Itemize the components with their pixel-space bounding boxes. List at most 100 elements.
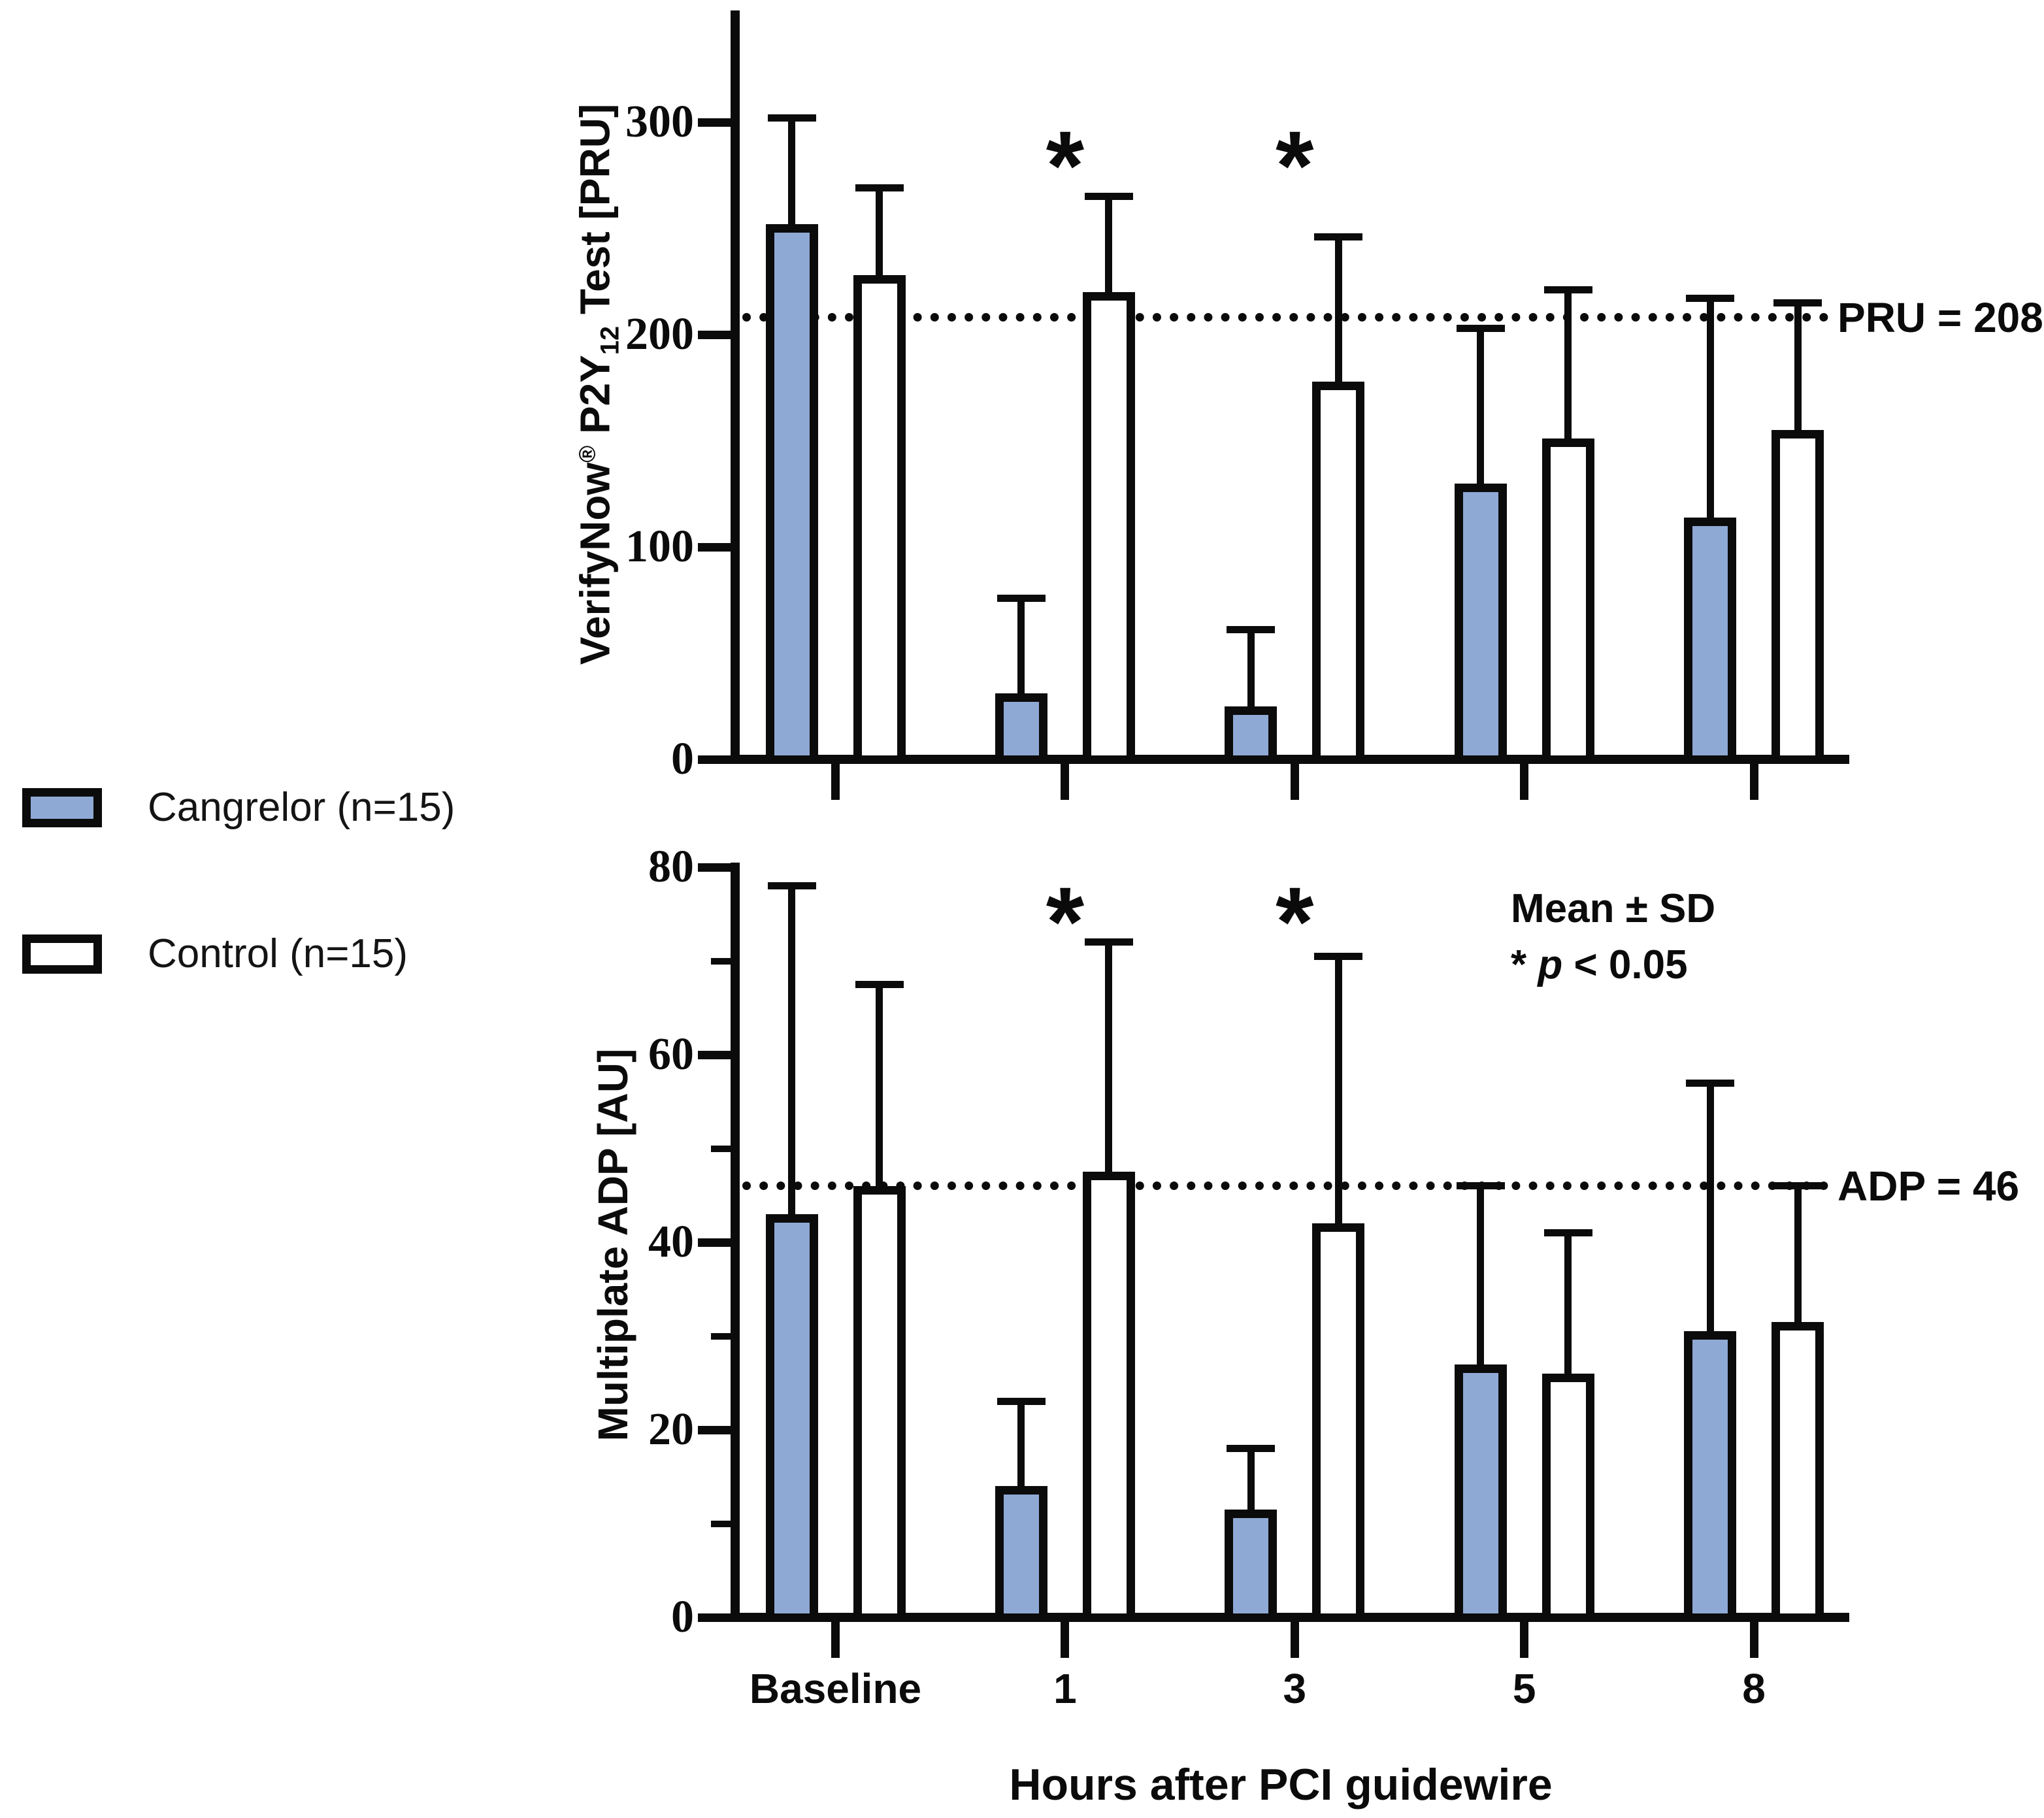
- error-bar-cap: [767, 114, 816, 122]
- error-bar-line: [1477, 1185, 1485, 1370]
- y-minor-tick: [711, 957, 731, 965]
- error-bar-line: [1706, 1083, 1714, 1337]
- y-tick-label: 0: [671, 1592, 694, 1642]
- error-bar-line: [1105, 196, 1113, 297]
- y-axis-line: [731, 863, 740, 1622]
- error-bar-cap: [1456, 324, 1505, 332]
- error-bar-line: [1017, 1401, 1025, 1492]
- error-bar-cap: [1314, 233, 1363, 240]
- y-minor-tick: [711, 1332, 731, 1340]
- y-tick-label: 80: [648, 842, 694, 892]
- error-bar-line: [1334, 237, 1342, 387]
- significance-asterisk: *: [1046, 867, 1085, 976]
- error-bar-cap: [1456, 1182, 1505, 1190]
- y-tick: [698, 1238, 731, 1247]
- error-bar-cap: [1686, 295, 1735, 303]
- error-bar-line: [1247, 629, 1255, 712]
- bar-cangrelor-baseline: [765, 224, 818, 764]
- x-axis-label-1: 1: [1053, 1665, 1077, 1712]
- y-minor-tick: [711, 1145, 731, 1152]
- threshold-label: PRU = 208: [1838, 294, 2043, 341]
- y-tick-label: 200: [625, 309, 694, 359]
- error-bar-cap: [997, 594, 1046, 602]
- error-bar-line: [876, 984, 883, 1191]
- x-tick: [1290, 1622, 1299, 1658]
- legend-swatch-control: [22, 934, 102, 974]
- x-tick: [1749, 764, 1758, 800]
- bar-control-3: [1312, 1223, 1365, 1622]
- x-axis-label-5: 5: [1512, 1665, 1536, 1712]
- error-bar-cap: [1543, 286, 1592, 294]
- error-bar-cap: [1227, 626, 1276, 634]
- y-tick-label: 300: [625, 97, 694, 147]
- x-tick: [1520, 764, 1529, 800]
- bar-control-baseline: [853, 275, 906, 764]
- bar-cangrelor-8: [1684, 1331, 1737, 1622]
- x-tick: [1290, 764, 1299, 800]
- error-bar-cap: [1084, 938, 1133, 946]
- y-tick: [698, 1050, 731, 1059]
- y-tick: [698, 1425, 731, 1434]
- error-bar-line: [1017, 598, 1025, 699]
- y-axis-line: [731, 10, 740, 764]
- threshold-line: [742, 1181, 1828, 1190]
- bar-cangrelor-8: [1684, 517, 1737, 764]
- bar-cangrelor-5: [1454, 483, 1507, 764]
- threshold-line: [742, 313, 1828, 322]
- significance-asterisk: *: [1046, 110, 1085, 220]
- error-bar-line: [1334, 956, 1342, 1229]
- bar-cangrelor-1: [995, 1486, 1047, 1622]
- y-tick: [698, 118, 731, 127]
- error-bar-line: [1105, 942, 1113, 1178]
- y-tick-label: 20: [648, 1404, 694, 1455]
- y-tick: [698, 330, 731, 339]
- x-tick: [1061, 1622, 1070, 1658]
- legend-label-cangrelor: Cangrelor (n=15): [148, 785, 455, 830]
- error-bar-cap: [997, 1398, 1046, 1406]
- error-bar-line: [1564, 1232, 1572, 1379]
- error-bar-cap: [1773, 1182, 1822, 1190]
- bar-cangrelor-5: [1454, 1364, 1507, 1622]
- x-axis-title: Hours after PCI guidewire: [1009, 1760, 1553, 1810]
- bar-control-3: [1312, 381, 1365, 764]
- y-tick-label: 0: [671, 734, 694, 784]
- error-bar-cap: [1543, 1229, 1592, 1237]
- legend-item-control: Control (n=15): [22, 931, 408, 977]
- threshold-label: ADP = 46: [1838, 1162, 2020, 1210]
- error-bar-cap: [1686, 1079, 1735, 1087]
- error-bar-cap: [1227, 1445, 1276, 1453]
- bar-cangrelor-3: [1225, 706, 1278, 764]
- x-tick: [1520, 1622, 1529, 1658]
- y-tick-label: 100: [625, 521, 694, 572]
- y-tick: [698, 863, 731, 872]
- error-bar-cap: [855, 184, 904, 192]
- error-bar-line: [1706, 298, 1714, 523]
- y-tick: [698, 1613, 731, 1622]
- bar-control-1: [1082, 292, 1135, 764]
- y-tick-label: 40: [648, 1217, 694, 1267]
- error-bar-line: [1794, 1185, 1802, 1327]
- bar-cangrelor-1: [995, 693, 1047, 764]
- y-tick: [698, 542, 731, 552]
- x-tick: [831, 1622, 840, 1658]
- x-axis-label-8: 8: [1742, 1665, 1766, 1712]
- error-bar-cap: [855, 980, 904, 988]
- x-axis-label-baseline: Baseline: [749, 1665, 922, 1712]
- legend-item-cangrelor: Cangrelor (n=15): [22, 784, 455, 831]
- significance-note: * p < 0.05: [1511, 942, 1688, 987]
- significance-asterisk: *: [1276, 110, 1314, 220]
- error-bar-cap: [1314, 952, 1363, 960]
- bar-cangrelor-3: [1225, 1509, 1278, 1622]
- significance-asterisk: *: [1276, 867, 1314, 976]
- mean-sd-note: Mean ± SD: [1511, 886, 1716, 931]
- error-bar-cap: [1084, 193, 1133, 201]
- stats-annotation: Mean ± SD * p < 0.05: [1511, 881, 1715, 993]
- bar-cangrelor-baseline: [765, 1214, 818, 1622]
- error-bar-line: [1794, 303, 1802, 436]
- bar-control-5: [1541, 438, 1594, 764]
- x-axis-label-3: 3: [1283, 1665, 1307, 1712]
- bar-control-baseline: [853, 1185, 906, 1622]
- error-bar-line: [788, 885, 795, 1219]
